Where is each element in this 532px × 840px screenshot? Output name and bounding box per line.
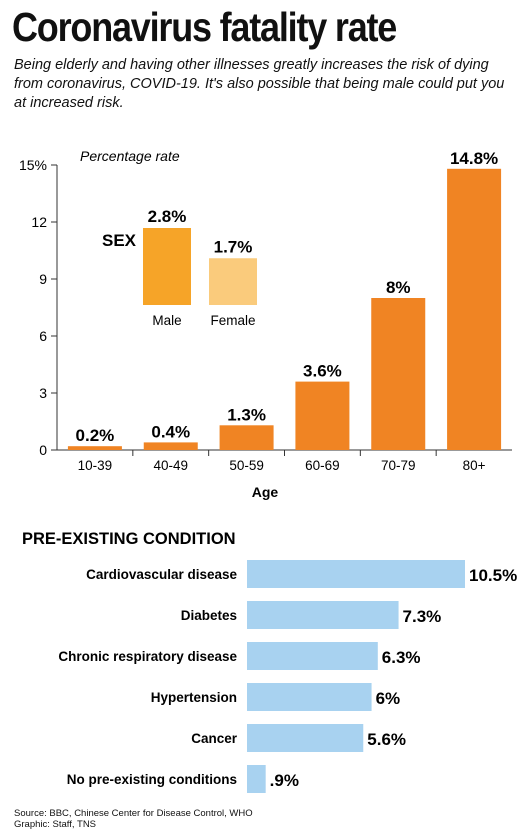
bar-value-label: 0.4% xyxy=(151,422,190,441)
chart-subtitle: Being elderly and having other illnesses… xyxy=(14,57,505,111)
y-tick-label: 3 xyxy=(39,385,47,401)
bar-value-label: 1.3% xyxy=(227,405,266,424)
x-tick-label: 80+ xyxy=(463,458,486,473)
y-tick-label: 12 xyxy=(31,214,47,230)
condition-bar xyxy=(247,642,378,670)
x-tick-label: 70-79 xyxy=(381,458,416,473)
bar-value-label: 3.6% xyxy=(303,362,342,381)
bar-value-label: 14.8% xyxy=(450,149,498,168)
y-tick-label: 9 xyxy=(39,271,47,287)
condition-label: Diabetes xyxy=(181,608,237,623)
age-bar xyxy=(371,298,426,450)
condition-label: Cardiovascular disease xyxy=(86,567,237,582)
condition-bar xyxy=(247,601,399,629)
source-note: Source: BBC, Chinese Center for Disease … xyxy=(14,808,253,830)
condition-label: Hypertension xyxy=(151,690,237,705)
condition-value-label: 6.3% xyxy=(382,648,421,667)
condition-bar xyxy=(247,560,465,588)
bar-value-label: 0.2% xyxy=(76,426,115,445)
y-axis-label: Percentage rate xyxy=(80,148,180,164)
x-tick-label: 60-69 xyxy=(305,458,340,473)
condition-fatality-chart: PRE-EXISTING CONDITION Cardiovascular dis… xyxy=(22,530,517,793)
chart-title: Coronavirus fatality rate xyxy=(12,4,397,50)
male-bar xyxy=(143,228,191,305)
age-bar xyxy=(295,381,350,450)
credit-line: Graphic: Staff, TNS xyxy=(14,819,97,830)
condition-bar xyxy=(247,683,372,711)
bar-value-label: 8% xyxy=(386,278,411,297)
source-line: Source: BBC, Chinese Center for Disease … xyxy=(14,808,253,819)
x-axis-label: Age xyxy=(252,484,279,500)
sex-inset-title: SEX xyxy=(102,231,137,250)
x-tick-label: 40-49 xyxy=(153,458,188,473)
age-bar xyxy=(67,446,122,450)
sex-value-label: 2.8% xyxy=(148,207,187,226)
sex-value-label: 1.7% xyxy=(214,237,253,256)
condition-label: Chronic respiratory disease xyxy=(58,649,237,664)
condition-label: Cancer xyxy=(191,731,238,746)
sex-category-label: Female xyxy=(210,313,255,328)
y-tick-label: 6 xyxy=(39,328,47,344)
female-bar xyxy=(209,258,257,305)
x-tick-label: 10-39 xyxy=(78,458,113,473)
age-bar xyxy=(447,168,502,451)
condition-label: No pre-existing conditions xyxy=(67,772,237,787)
age-fatality-chart: 0 3 6 9 12 15% Percentage rate 0.2% 10-39 0.4% 40-… xyxy=(19,148,512,500)
condition-value-label: .9% xyxy=(270,771,299,790)
y-tick-label: 0 xyxy=(39,442,47,458)
age-bar xyxy=(219,425,274,450)
condition-value-label: 7.3% xyxy=(403,607,442,626)
condition-section-title: PRE-EXISTING CONDITION xyxy=(22,530,236,548)
condition-bar xyxy=(247,765,266,793)
condition-value-label: 6% xyxy=(376,689,401,708)
condition-value-label: 10.5% xyxy=(469,566,517,585)
y-tick-label: 15% xyxy=(19,157,47,173)
age-bar xyxy=(143,442,198,450)
condition-value-label: 5.6% xyxy=(367,730,406,749)
sex-category-label: Male xyxy=(152,313,181,328)
condition-bar xyxy=(247,724,364,752)
x-tick-label: 50-59 xyxy=(229,458,264,473)
